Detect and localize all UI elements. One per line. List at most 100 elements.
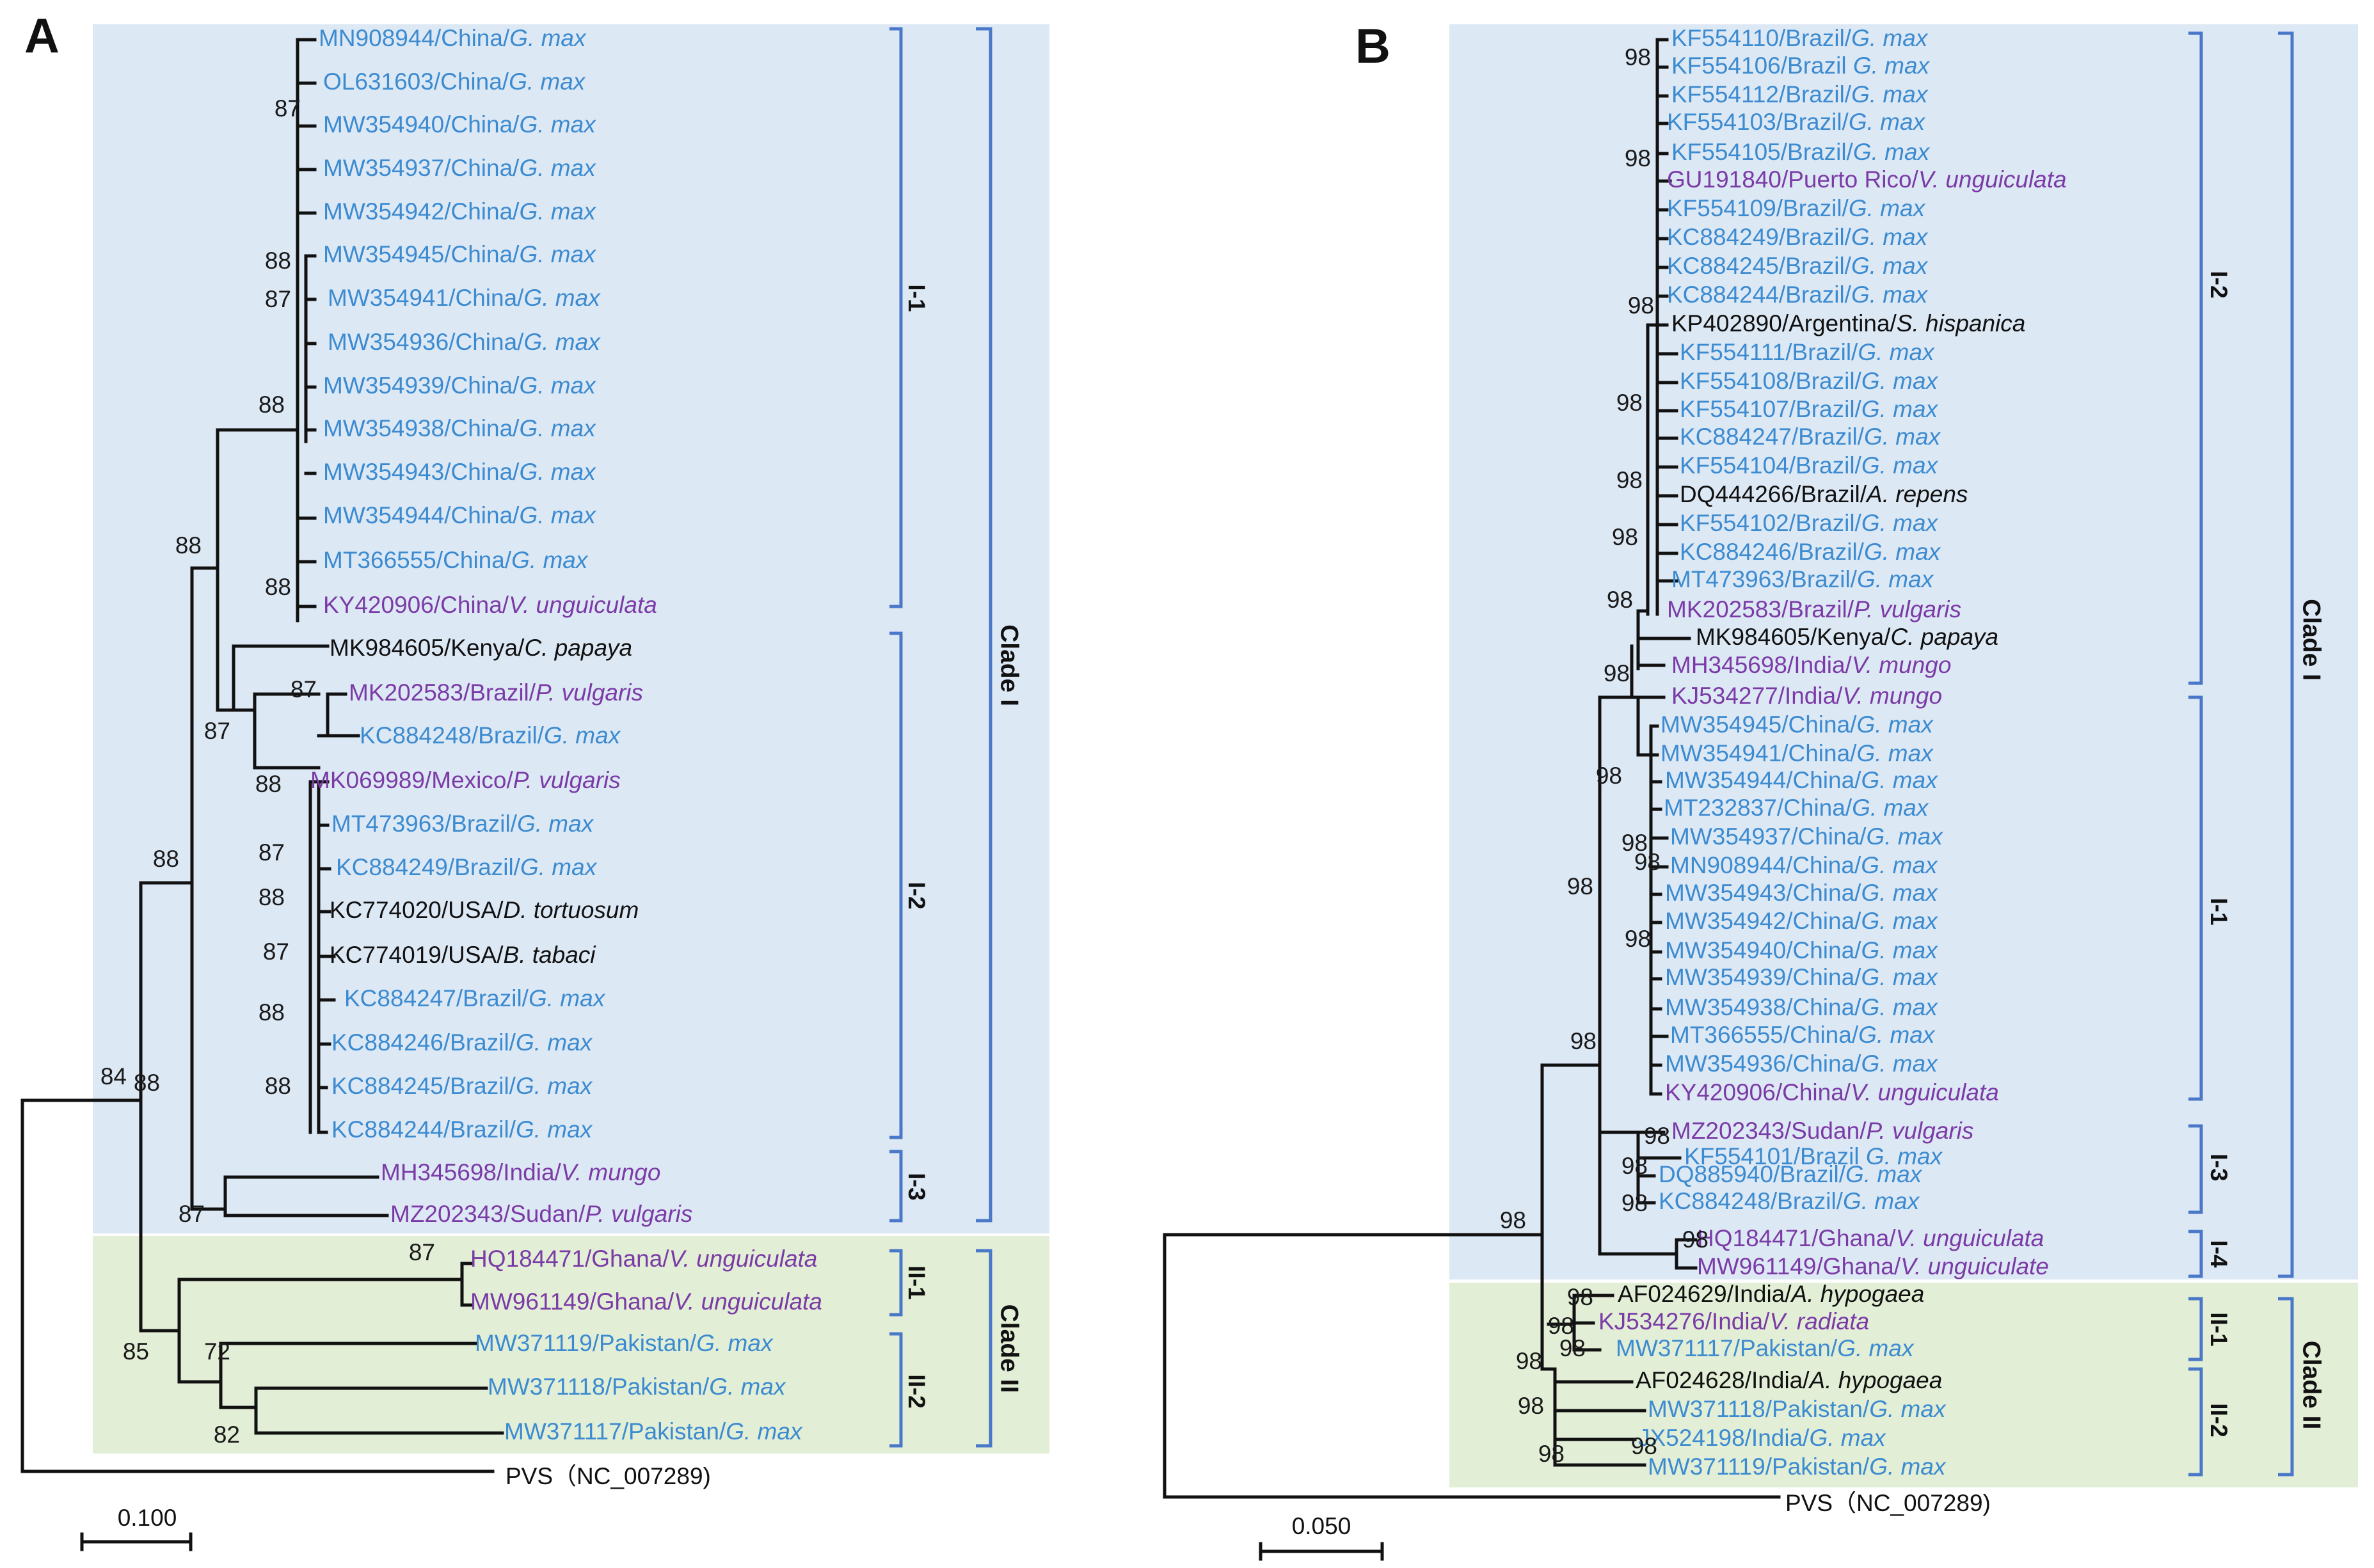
tip-label: MT366555/China/G. max — [1670, 1022, 1936, 1048]
tip-label: KC774020/USA/D. tortuosum — [330, 897, 639, 923]
tip-label: MW354936/China/G. max — [1665, 1050, 1938, 1077]
tip-accession: DQ444266/Brazil/ — [1680, 481, 1867, 507]
tip-label: HQ184471/Ghana/V. unguiculata — [470, 1246, 817, 1272]
tip-accession: KF554101/Brazil — [1684, 1143, 1866, 1169]
tip-host: V. unguiculate — [1900, 1253, 2049, 1279]
tip-label: MZ202343/Sudan/P. vulgaris — [1671, 1118, 1973, 1144]
group-brackets-a: I-1 I-2 I-3 II-1 II-2 Clade I Clade II — [889, 27, 1023, 1448]
bootstrap-value: 87 — [275, 95, 301, 122]
tip-host: G. max — [529, 985, 606, 1011]
tip-host: G. max — [1851, 81, 1929, 107]
bootstrap-value: 98 — [1612, 524, 1638, 550]
tip-accession: MW354937/China/ — [323, 155, 520, 181]
tip-accession: KC884246/Brazil/ — [331, 1029, 516, 1056]
tip-accession: MW354942/China/ — [323, 198, 520, 225]
tip-host: G. max — [520, 854, 598, 880]
tip-host: A. repens — [1865, 481, 1968, 507]
tip-accession: KF554112/Brazil/ — [1671, 81, 1852, 107]
tip-accession: KY420906/China/ — [1665, 1079, 1851, 1105]
bootstrap-value: 72 — [204, 1338, 230, 1365]
tip-host: G. max — [519, 415, 596, 441]
tip-accession: MK069989/Mexico/ — [310, 767, 513, 793]
tip-label: MW354942/China/G. max — [323, 198, 596, 225]
tip-accession: KC884245/Brazil/ — [1667, 253, 1852, 279]
panel-a: A — [20, 9, 1049, 1551]
tip-accession: MZ202343/Sudan/ — [1671, 1118, 1867, 1144]
bootstrap-value: 87 — [291, 676, 317, 702]
tip-host: V. unguiculata — [1851, 1079, 1999, 1105]
tip-accession: KF554108/Brazil/ — [1680, 368, 1862, 394]
tip-accession: KJ534277/India/ — [1671, 683, 1843, 709]
tip-host: G. max — [1869, 1396, 1947, 1422]
tip-accession: MT366555/China/ — [323, 547, 512, 573]
bootstrap-value: 88 — [255, 771, 282, 797]
tip-host: G. max — [519, 459, 596, 485]
tip-label: MW371119/Pakistan/G. max — [1648, 1453, 1947, 1480]
tip-host: C. papaya — [1890, 624, 1998, 650]
bootstrap-value: 87 — [265, 286, 291, 312]
bootstrap-value: 87 — [409, 1239, 435, 1265]
tip-host: G. max — [523, 285, 601, 311]
tip-host: G. max — [1861, 994, 1938, 1020]
tip-label: KF554108/Brazil/G. max — [1680, 368, 1939, 394]
tip-label: KC774019/USA/B. tabaci — [330, 942, 596, 968]
bootstrap-value: 88 — [134, 1070, 160, 1096]
tip-label: KF554105/Brazil/G. max — [1671, 139, 1931, 165]
tip-accession: MW354944/China/ — [323, 502, 520, 528]
group-label-i-1: I-1 — [904, 284, 930, 312]
tip-host: G. max — [1861, 880, 1938, 906]
tip-accession: KC884246/Brazil/ — [1680, 539, 1865, 565]
tip-label: KP402890/Argentina/S. hispanica — [1671, 310, 2025, 337]
tip-host: D. tortuosum — [504, 897, 639, 923]
tip-accession: KF554110/Brazil/ — [1671, 25, 1852, 51]
tip-label: DQ885940/Brazil/G. max — [1659, 1161, 1923, 1187]
bootstrap-value: 98 — [1621, 1190, 1648, 1216]
tip-accession: MH345698/India/ — [1671, 652, 1852, 678]
tip-host: G. max — [519, 198, 596, 225]
clade-ii-background-b — [1449, 1283, 2358, 1487]
tip-host: G. max — [509, 68, 586, 95]
bootstrap-value: 88 — [153, 846, 179, 872]
tip-host: P. vulgaris — [536, 679, 643, 706]
tip-host: G. max — [1861, 510, 1939, 536]
tip-accession: MK984605/Kenya/ — [330, 635, 525, 661]
tip-label: MW371117/Pakistan/G. max — [504, 1418, 803, 1445]
tip-label: KC884244/Brazil/G. max — [1667, 281, 1929, 308]
bootstrap-value: 87 — [179, 1201, 205, 1227]
bootstrap-value: 87 — [263, 938, 289, 965]
bootstrap-value: 98 — [1634, 849, 1661, 875]
group-label-i-2-b: I-2 — [2206, 271, 2232, 298]
tip-host: V. unguiculata — [674, 1288, 822, 1315]
tip-host: C. papaya — [524, 635, 632, 661]
tip-accession: MW371119/Pakistan/ — [1648, 1453, 1870, 1480]
tip-host: V. mungo — [1852, 652, 1952, 678]
tip-label: KF554112/Brazil/G. max — [1671, 81, 1929, 107]
bootstrap-value: 87 — [204, 718, 230, 744]
tip-label: MW354936/China/G. max — [328, 329, 601, 355]
tip-label: OL631603/China/G. max — [323, 68, 586, 95]
tip-label: KC884249/Brazil/G. max — [1667, 224, 1929, 250]
tip-host: G. max — [726, 1418, 803, 1445]
tip-accession: MW354945/China/ — [1661, 711, 1857, 738]
tip-label: MT366555/China/G. max — [323, 547, 589, 573]
tip-label: MW961149/Ghana/V. unguiculate — [1697, 1253, 2049, 1279]
tip-accession: MW354943/China/ — [323, 459, 520, 485]
scale-bar-label-b: 0.050 — [1292, 1513, 1351, 1539]
group-label-ii-2-b: II-2 — [2206, 1403, 2232, 1437]
tip-host: G. max — [696, 1330, 774, 1356]
tip-label: GU191840/Puerto Rico/V. unguiculata — [1667, 166, 2067, 193]
tip-label: MW354943/China/G. max — [1665, 880, 1938, 906]
panel-letter-b: B — [1355, 19, 1390, 74]
tip-label: KC884249/Brazil/G. max — [336, 854, 598, 880]
tip-accession: KC884244/Brazil/ — [1667, 281, 1852, 308]
bootstrap-value: 88 — [259, 392, 285, 418]
tip-host: G. max — [1869, 1453, 1947, 1480]
bootstrap-value: 98 — [1616, 467, 1643, 493]
tip-accession: MW371118/Pakistan/ — [488, 1374, 710, 1400]
group-label-i-3: I-3 — [904, 1173, 930, 1200]
tip-accession: KJ534276/India/ — [1598, 1308, 1770, 1334]
tip-label: KF554103/Brazil/G. max — [1667, 109, 1926, 135]
outgroup-label-b: PVS（NC_007289) — [1785, 1490, 1991, 1516]
bootstrap-value: 88 — [265, 1073, 291, 1099]
tip-label: KY420906/China/V. unguiculata — [1665, 1079, 1999, 1105]
